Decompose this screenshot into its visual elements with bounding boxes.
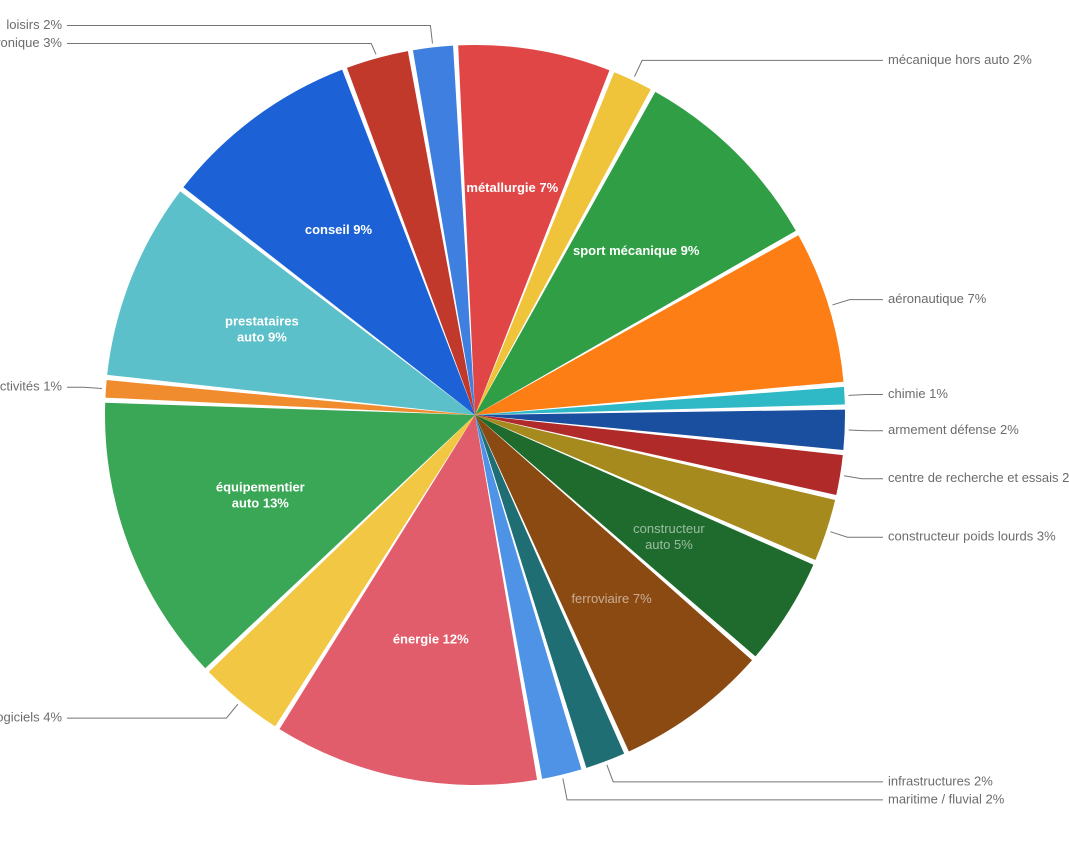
slice-label: collectivités 1% bbox=[0, 379, 62, 394]
slice-label: constructeur bbox=[633, 521, 705, 536]
slice-label: centre de recherche et essais 2% bbox=[888, 470, 1069, 485]
slice-label: métallurgie 7% bbox=[466, 180, 558, 195]
slice-label: auto 13% bbox=[232, 495, 290, 510]
slice-label: conseil 9% bbox=[305, 222, 373, 237]
slice-label: sport mécanique 9% bbox=[573, 243, 700, 258]
slice-label: auto 5% bbox=[645, 537, 693, 552]
slice-label: chimie 1% bbox=[888, 386, 948, 401]
pie-slices bbox=[105, 45, 845, 785]
slice-label: loisirs 2% bbox=[6, 17, 62, 32]
slice-label: constructeur poids lourds 3% bbox=[888, 529, 1056, 544]
slice-label: énergie 12% bbox=[393, 632, 469, 647]
slice-label: maritime / fluvial 2% bbox=[888, 791, 1005, 806]
slice-label: aéronautique 7% bbox=[888, 291, 987, 306]
slice-label: électronique 3% bbox=[0, 35, 62, 50]
slice-label: infrastructures 2% bbox=[888, 773, 993, 788]
pie-chart: métallurgie 7% sport mécanique 9% construc… bbox=[0, 0, 1069, 853]
slice-label: ferroviaire 7% bbox=[571, 591, 652, 606]
slice-label: auto 9% bbox=[237, 330, 287, 345]
slice-label: armement défense 2% bbox=[888, 422, 1019, 437]
slice-label: mécanique hors auto 2% bbox=[888, 52, 1032, 67]
slice-label: équipementier bbox=[216, 479, 305, 494]
slice-label: prestataires bbox=[225, 314, 299, 329]
slice-label: numérique / logiciels 4% bbox=[0, 710, 62, 725]
